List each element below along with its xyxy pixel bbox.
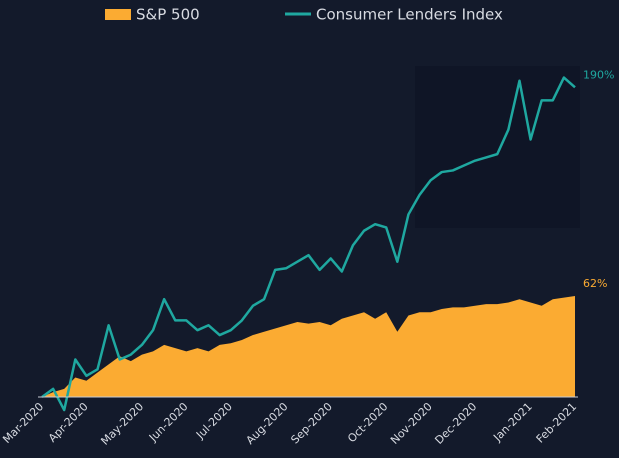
value-label: 190% (583, 68, 614, 81)
line (41, 76, 576, 412)
legend: S&P 500 Consumer Lenders Index (105, 6, 503, 24)
value-label: 62% (583, 277, 607, 290)
legend-swatch (105, 9, 131, 20)
highlight-panel (415, 66, 580, 228)
legend-label: Consumer Lenders Index (316, 6, 503, 24)
area (42, 295, 575, 397)
legend-label: S&P 500 (136, 6, 200, 24)
